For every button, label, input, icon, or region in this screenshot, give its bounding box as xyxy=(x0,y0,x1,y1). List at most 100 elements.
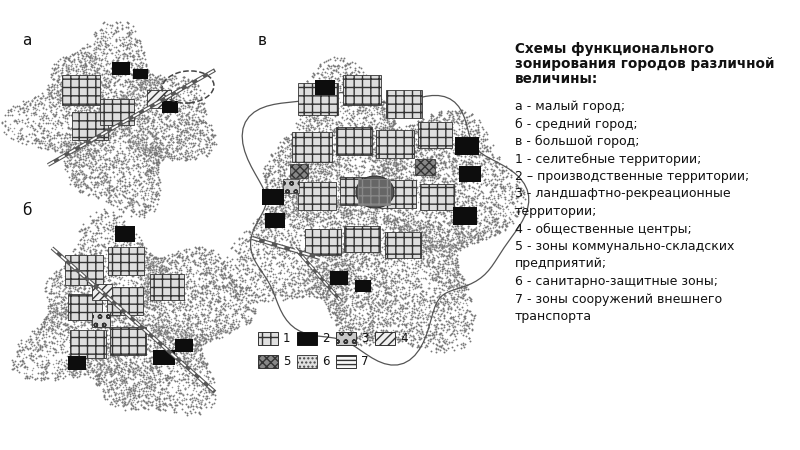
Point xyxy=(79,303,92,310)
Point xyxy=(162,277,174,284)
Point xyxy=(112,58,125,65)
Point xyxy=(414,244,426,252)
Point xyxy=(389,175,402,182)
Point xyxy=(100,302,113,309)
Point xyxy=(121,202,134,210)
Point xyxy=(68,299,81,306)
Point xyxy=(417,201,430,208)
Point xyxy=(327,286,340,293)
Point xyxy=(311,266,324,273)
Point xyxy=(48,293,61,301)
Point xyxy=(332,196,345,203)
Point xyxy=(250,246,263,253)
Point xyxy=(350,206,362,213)
Point xyxy=(186,287,199,294)
Point xyxy=(405,242,418,249)
Point xyxy=(188,127,201,134)
Point xyxy=(159,143,172,150)
Point xyxy=(179,98,192,105)
Point xyxy=(186,257,199,264)
Point xyxy=(189,311,202,318)
Point xyxy=(69,160,82,167)
Point xyxy=(152,116,165,123)
Point xyxy=(411,156,424,163)
Point xyxy=(126,278,138,285)
Point xyxy=(173,106,186,113)
Point xyxy=(342,275,354,282)
Point xyxy=(312,164,325,171)
Point xyxy=(327,274,340,282)
Point xyxy=(99,144,112,152)
Point xyxy=(56,295,69,302)
Point xyxy=(413,134,426,141)
Point xyxy=(53,76,66,83)
Point xyxy=(312,212,325,219)
Point xyxy=(284,154,297,162)
Point xyxy=(169,109,182,116)
Point xyxy=(139,170,152,177)
Point xyxy=(411,260,424,267)
Point xyxy=(109,111,122,118)
Point xyxy=(136,91,149,99)
Point xyxy=(125,232,138,239)
Point xyxy=(299,230,312,238)
Point xyxy=(96,253,109,261)
Point xyxy=(426,275,438,283)
Point xyxy=(313,135,326,143)
Point xyxy=(134,121,147,128)
Point xyxy=(113,169,126,176)
Point xyxy=(490,164,503,171)
Point xyxy=(300,203,313,210)
Point xyxy=(166,101,178,108)
Point xyxy=(51,310,64,317)
Point xyxy=(78,113,90,121)
Point xyxy=(405,182,418,189)
Point xyxy=(79,173,92,180)
Point xyxy=(510,181,523,189)
Point xyxy=(444,284,457,291)
Point xyxy=(295,232,308,239)
Point xyxy=(315,166,328,173)
Point xyxy=(381,114,394,121)
Point xyxy=(438,229,450,236)
Point xyxy=(194,297,207,304)
Point xyxy=(446,313,459,320)
Point xyxy=(316,246,329,253)
Point xyxy=(105,49,118,56)
Point xyxy=(200,338,213,345)
Point xyxy=(55,72,68,80)
Point xyxy=(51,81,64,89)
Point xyxy=(221,282,234,289)
Point xyxy=(422,140,434,147)
Point xyxy=(86,131,98,138)
Point xyxy=(294,165,307,172)
Point xyxy=(144,107,157,114)
Point xyxy=(162,131,174,139)
Point xyxy=(452,292,465,300)
Point xyxy=(302,186,315,194)
Point xyxy=(176,331,189,338)
Point xyxy=(71,286,84,293)
Point xyxy=(434,264,446,271)
Point xyxy=(28,330,41,338)
Point xyxy=(231,249,244,256)
Point xyxy=(290,194,302,202)
Point xyxy=(224,274,237,282)
Point xyxy=(457,315,470,322)
Point xyxy=(453,286,466,293)
Point xyxy=(194,327,207,334)
Point xyxy=(330,320,342,327)
Point xyxy=(381,142,394,149)
Point xyxy=(66,127,79,135)
Point xyxy=(398,221,410,228)
Point xyxy=(164,373,177,380)
Point xyxy=(446,337,459,344)
Point xyxy=(134,59,146,67)
Point xyxy=(287,166,300,173)
Point xyxy=(78,138,90,145)
Point xyxy=(287,152,300,159)
Point xyxy=(378,156,391,163)
Point xyxy=(386,128,398,135)
Point xyxy=(464,297,477,304)
Point xyxy=(122,124,135,131)
